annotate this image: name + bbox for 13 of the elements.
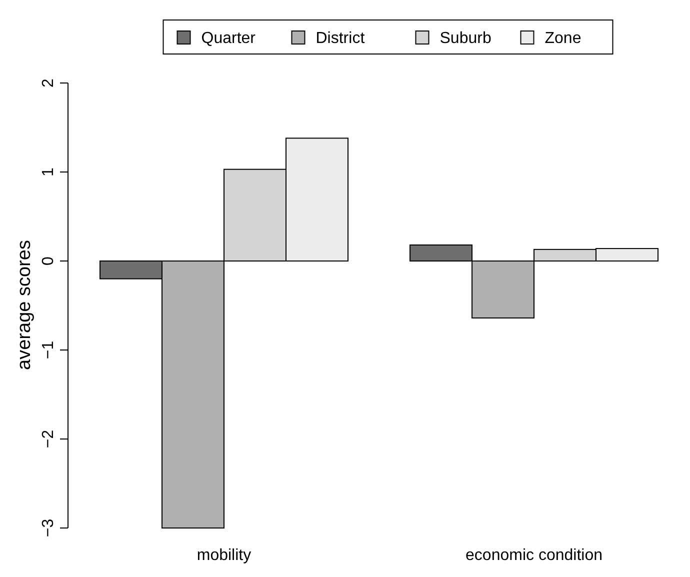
y-tick-label: −3 [40,518,57,538]
y-tick-label: 1 [40,167,57,176]
y-tick-label: −1 [40,340,57,360]
legend-label: Suburb [440,30,492,47]
legend-label: Zone [544,30,582,47]
x-tick-label: mobility [196,547,252,564]
legend-label: Quarter [201,30,256,47]
y-tick-label: −2 [40,430,57,448]
y-axis-title: average scores [14,240,35,370]
legend-label: District [316,30,366,47]
y-tick-label: 0 [40,256,57,266]
y-tick-label: 2 [40,78,57,88]
x-tick-label: economic condition [466,547,602,564]
